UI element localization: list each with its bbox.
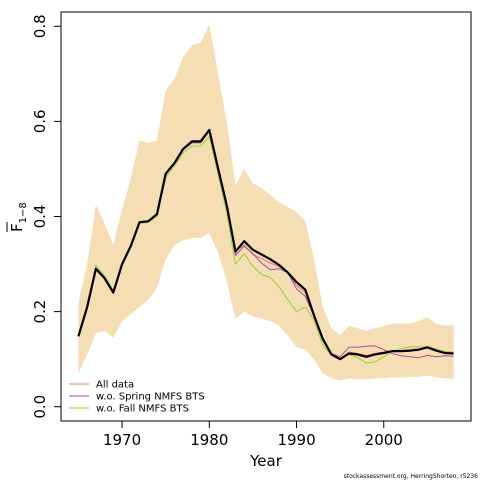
x-tick-label: 1980 [190, 431, 228, 449]
x-axis-title: Year [249, 452, 283, 470]
y-axis: 0.0 0.2 0.4 0.6 0.8 [31, 14, 61, 419]
legend-label: w.o. Fall NMFS BTS [96, 404, 189, 415]
y-tick-label: 0.4 [31, 205, 49, 229]
y-tick-label: 0.8 [31, 14, 49, 38]
x-tick-label: 2000 [365, 431, 403, 449]
y-axis-title-main: F [8, 223, 26, 232]
series-lines [77, 128, 454, 364]
footer-credit: stockassessment.org, HerringShorten, r52… [344, 473, 479, 480]
legend-label: All data [96, 380, 134, 391]
y-axis-title-text: F1−8 [8, 202, 29, 232]
y-axis-title-subscript: 1−8 [18, 202, 29, 223]
y-axis-title: F1−8 [6, 202, 29, 232]
series-line-estimate [77, 128, 454, 361]
y-tick-label: 0.6 [31, 109, 49, 133]
legend-label: w.o. Spring NMFS BTS [96, 392, 205, 403]
confidence-band-area [78, 23, 454, 381]
x-tick-label: 1990 [277, 431, 315, 449]
confidence-band [78, 23, 454, 381]
y-tick-label: 0.2 [31, 300, 49, 324]
x-axis: 1970 1980 1990 2000 [103, 421, 403, 449]
y-tick-label: 0.0 [31, 395, 49, 419]
x-tick-label: 1970 [103, 431, 141, 449]
